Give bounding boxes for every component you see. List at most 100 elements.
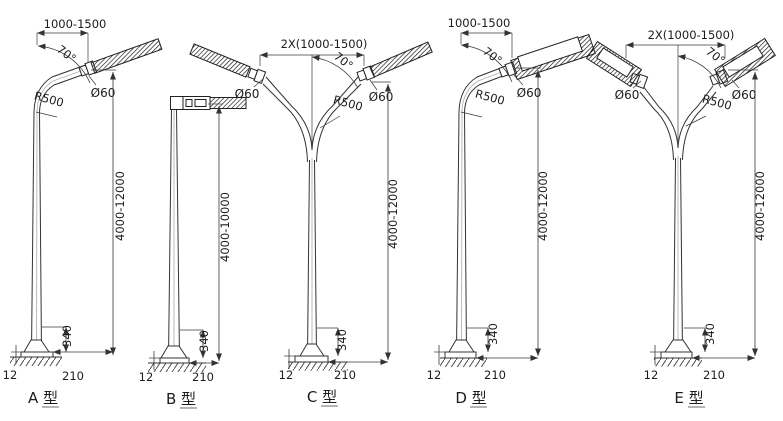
base-dim-text: 340 xyxy=(60,325,74,347)
spread-dim-text: 210 xyxy=(192,370,214,384)
left-arm-line xyxy=(642,85,679,149)
pole-foot xyxy=(448,339,475,353)
radius-dim-text: R500 xyxy=(701,91,734,112)
pole-foot xyxy=(160,345,188,359)
radius-dim-text: R500 xyxy=(474,86,507,107)
reach-dim-text: 2X(1000-1500) xyxy=(648,28,735,42)
right-diameter-dim-text: Ø60 xyxy=(732,88,757,102)
left-arm-line xyxy=(265,76,313,151)
pole-foot xyxy=(23,339,50,353)
pole-foot xyxy=(664,339,692,353)
type-label: E 型 xyxy=(674,389,703,407)
right-diameter-leader xyxy=(731,79,740,89)
pole-outline-line xyxy=(314,159,317,357)
reach-dim-text: 1000-1500 xyxy=(44,17,107,31)
pole-outline-line xyxy=(31,64,88,353)
angle-arc xyxy=(311,54,359,89)
left-lamp-housing xyxy=(596,47,634,78)
right-arm-line xyxy=(316,83,362,163)
height-dim-text: 4000-12000 xyxy=(386,179,400,249)
pole-a-dimensions: 1000-1500 70° R500 Ø60 4000-12000 340 12… xyxy=(3,17,127,408)
plate-dim-text: 12 xyxy=(279,368,294,382)
base-plate xyxy=(444,351,477,359)
right-diameter-leader xyxy=(369,79,378,91)
height-dim-text: 4000-10000 xyxy=(218,192,232,262)
base-plate xyxy=(660,351,693,359)
radius-leader xyxy=(460,111,483,118)
type-label: B 型 xyxy=(166,390,196,408)
base-dim-text: 340 xyxy=(486,323,500,345)
right-lamp-housing xyxy=(722,45,764,78)
spread-dim-text: 210 xyxy=(703,368,725,382)
radius-leader xyxy=(35,111,58,118)
pole-b-structure xyxy=(148,96,247,372)
right-arm-line xyxy=(677,85,714,149)
radius-leader xyxy=(319,115,341,129)
base-plate xyxy=(20,351,54,358)
ground-hatch xyxy=(148,363,206,372)
angle-dim-text: 70° xyxy=(331,49,356,73)
right-arm-line xyxy=(311,76,359,151)
ground-hatch xyxy=(654,358,702,367)
pole-figure-e: 2X(1000-1500) 70° R500 Ø60 Ø60 4000-1200… xyxy=(585,28,776,408)
pole-e-structure xyxy=(585,37,776,367)
angle-arc xyxy=(677,54,722,89)
height-dim-text: 4000-12000 xyxy=(753,171,767,241)
left-arm-line xyxy=(262,83,308,163)
pole-outline-line xyxy=(307,159,310,357)
base-plate xyxy=(159,357,190,364)
left-diameter-dim-text: Ø60 xyxy=(615,88,640,102)
left-lamp-head xyxy=(189,43,251,78)
ground-hatch xyxy=(440,358,487,367)
ground-hatch xyxy=(288,362,348,371)
spread-dim-text: 210 xyxy=(484,368,506,382)
right-lamp-head xyxy=(369,41,433,78)
right-diameter-dim-text: Ø60 xyxy=(369,90,394,104)
lamp-mount xyxy=(170,96,184,110)
type-label: A 型 xyxy=(28,389,58,407)
pole-d-dimensions: 1000-1500 70° R500 Ø60 4000-12000 340 12… xyxy=(427,16,550,408)
pole-d-structure xyxy=(440,33,596,367)
ground-hatch xyxy=(10,357,62,366)
base-dim-text: 340 xyxy=(703,323,717,345)
diameter-leader xyxy=(512,73,524,86)
pole-outline-line xyxy=(176,109,180,359)
pole-outline-line xyxy=(38,72,90,353)
pole-outline-line xyxy=(680,157,683,353)
plate-dim-text: 12 xyxy=(3,368,18,382)
right-arm-line xyxy=(682,91,717,161)
left-diameter-dim-text: Ø60 xyxy=(235,87,260,101)
pole-b-dimensions: 4000-10000 340 12 210 B 型 xyxy=(139,103,232,409)
pole-center-line xyxy=(461,69,508,353)
plate-dim-text: 12 xyxy=(427,368,442,382)
pole-foot xyxy=(299,343,325,357)
pole-figure-b: 4000-10000 340 12 210 B 型 xyxy=(139,96,247,409)
pole-figure-c: 2X(1000-1500) 70° R500 Ø60 Ø60 4000-1200… xyxy=(189,37,433,407)
diameter-leader xyxy=(88,75,97,86)
left-diameter-leader xyxy=(253,78,264,88)
lamp-housing xyxy=(516,36,584,72)
reach-dim-text: 2X(1000-1500) xyxy=(281,37,368,51)
pole-e-dimensions: 2X(1000-1500) 70° R500 Ø60 Ø60 4000-1200… xyxy=(615,28,767,408)
lamp-head xyxy=(209,97,247,109)
pole-outline-line xyxy=(168,109,172,359)
diameter-dim-text: Ø60 xyxy=(91,86,116,100)
angle-arc xyxy=(37,43,91,84)
base-dim-text: 340 xyxy=(335,329,349,351)
left-arm-line xyxy=(639,91,674,161)
pole-outline-line xyxy=(673,157,676,353)
left-lamp-mount xyxy=(247,67,267,85)
pole-outline-line xyxy=(456,65,507,353)
radius-leader xyxy=(685,115,707,127)
base-plate xyxy=(294,355,329,363)
lamp-head xyxy=(90,38,163,74)
radius-dim-text: R500 xyxy=(332,92,365,113)
pole-figure-d: 1000-1500 70° R500 Ø60 4000-12000 340 12… xyxy=(427,16,596,408)
angle-arc xyxy=(460,42,513,83)
pole-a-structure xyxy=(10,38,163,366)
pole-figure-a: 1000-1500 70° R500 Ø60 4000-12000 340 12… xyxy=(3,17,163,408)
angle-dim-text: 70° xyxy=(480,44,505,68)
left-diameter-leader xyxy=(632,80,642,89)
